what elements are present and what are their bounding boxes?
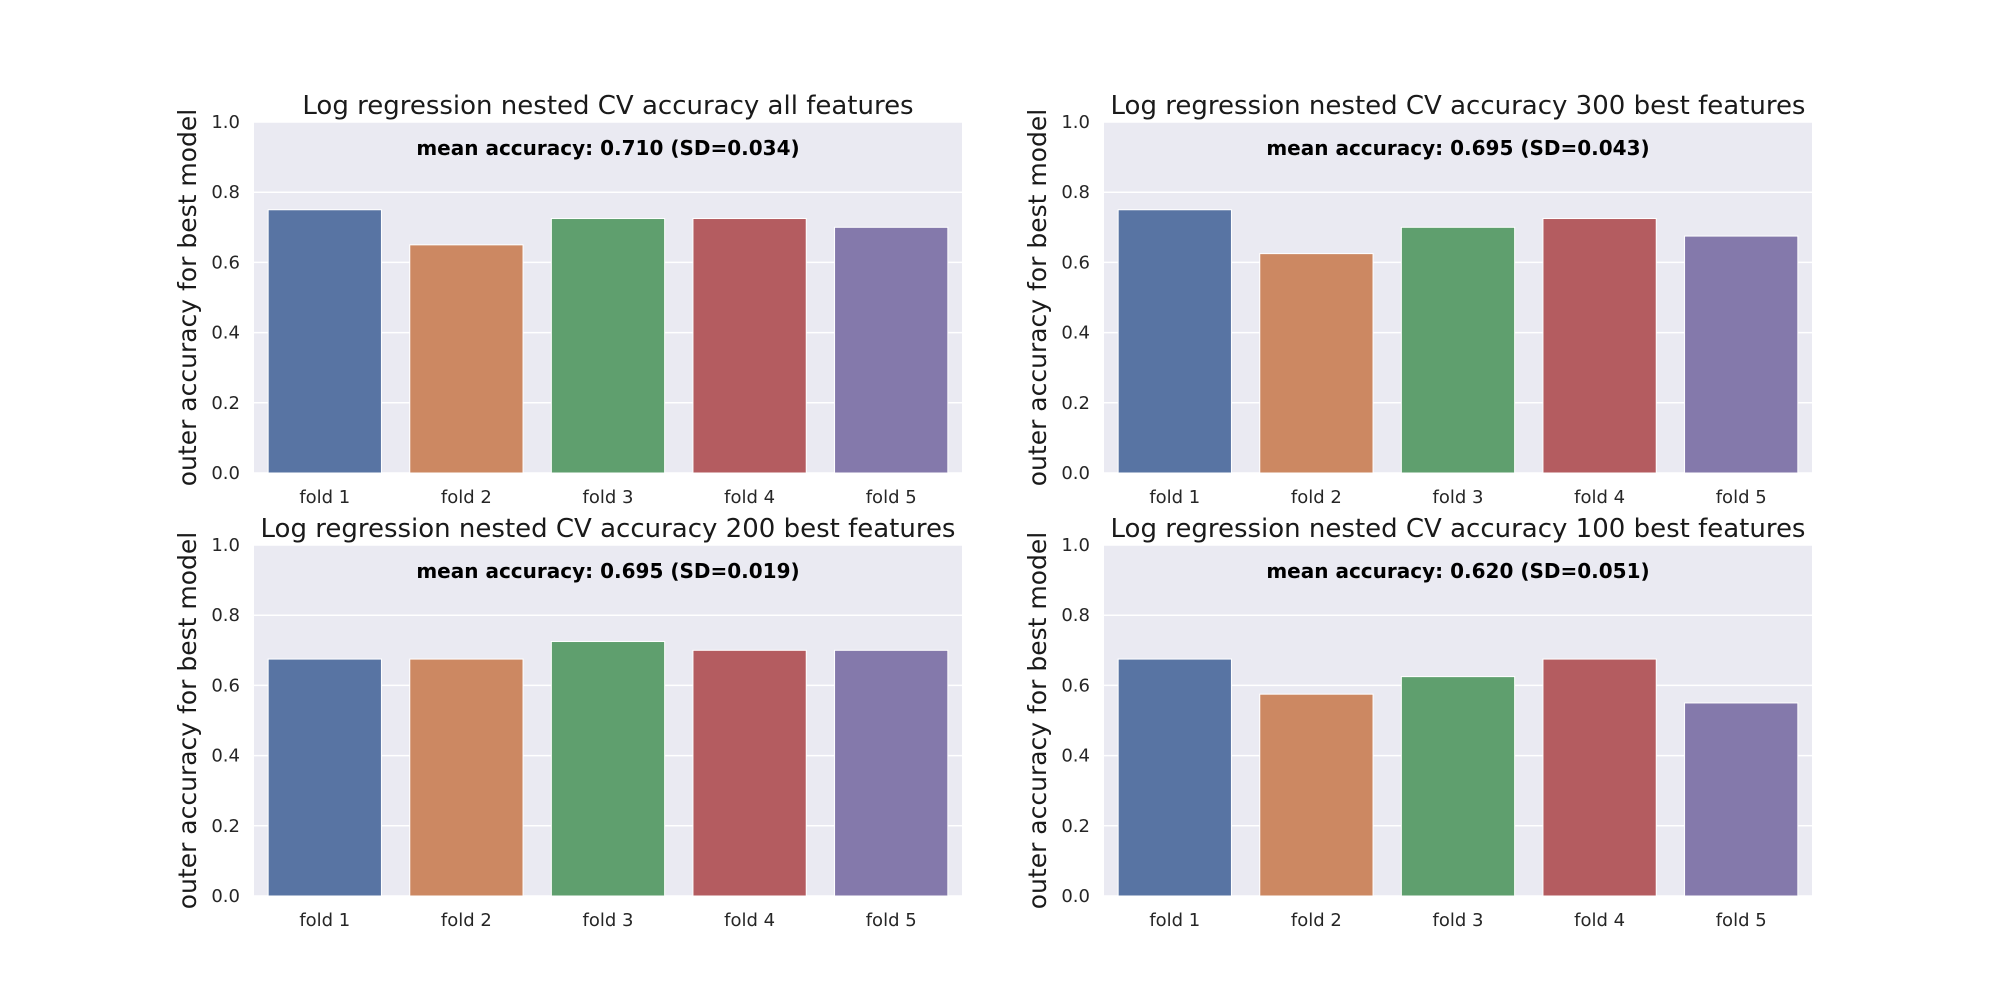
bar-fold-1	[267, 658, 382, 897]
bar-fold-5	[834, 649, 949, 897]
x-tick-label: fold 3	[583, 910, 634, 931]
bar-fold-3	[550, 641, 666, 897]
bar-fold-2	[1259, 693, 1374, 897]
x-tick-label: fold 5	[1716, 910, 1767, 931]
y-tick-label: 0.4	[211, 746, 240, 767]
chart-panel-1: 0.0 0.2 0.4 0.6 0.8 1.0 fold 1 fold 2 fold 3 fold…	[173, 91, 962, 508]
mean-accuracy-annotation: mean accuracy: 0.695 (SD=0.043)	[1266, 136, 1649, 160]
y-tick-label: 0.2	[1061, 816, 1090, 837]
x-tick-label: fold 3	[583, 487, 634, 508]
y-tick-label: 0.2	[211, 816, 240, 837]
y-tick-label: 0.0	[211, 463, 240, 484]
y-tick-label: 1.0	[211, 112, 240, 133]
y-axis-label: outer accuracy for best model	[173, 109, 202, 486]
bar-fold-4	[692, 218, 807, 474]
x-tick-label: fold 1	[1149, 487, 1200, 508]
x-tick-label: fold 3	[1433, 910, 1484, 931]
y-tick-label: 0.2	[1061, 393, 1090, 414]
bar-fold-1	[1117, 658, 1232, 897]
bar-fold-1	[1117, 209, 1232, 474]
x-tick-label: fold 5	[866, 487, 917, 508]
y-tick-label: 0.8	[211, 605, 240, 626]
y-tick-label: 1.0	[1061, 535, 1090, 556]
x-tick-label: fold 3	[1433, 487, 1484, 508]
bar-fold-5	[1684, 702, 1799, 897]
bar-fold-2	[1259, 253, 1374, 474]
y-tick-label: 0.4	[1061, 746, 1090, 767]
bar-fold-5	[1684, 235, 1799, 474]
y-tick-label: 0.0	[1061, 886, 1090, 907]
chart-title: Log regression nested CV accuracy all fe…	[302, 91, 913, 121]
bar-fold-4	[1542, 658, 1657, 897]
bar-fold-5	[834, 226, 949, 474]
x-tick-label: fold 5	[866, 910, 917, 931]
y-tick-label: 0.6	[211, 675, 240, 696]
y-tick-label: 0.8	[211, 182, 240, 203]
chart-title: Log regression nested CV accuracy 100 be…	[1111, 514, 1806, 544]
bar-fold-4	[1542, 218, 1657, 474]
x-tick-label: fold 2	[1291, 910, 1342, 931]
x-tick-label: fold 2	[1291, 487, 1342, 508]
x-tick-label: fold 4	[1574, 910, 1625, 931]
y-tick-label: 0.0	[211, 886, 240, 907]
y-axis-label: outer accuracy for best model	[1023, 532, 1052, 909]
x-tick-label: fold 4	[724, 910, 775, 931]
y-tick-label: 0.6	[1061, 675, 1090, 696]
chart-panel-4: 0.0 0.2 0.4 0.6 0.8 1.0 fold 1 fold 2 fold 3 fold…	[1023, 514, 1812, 931]
y-tick-label: 0.0	[1061, 463, 1090, 484]
y-axis-label: outer accuracy for best model	[1023, 109, 1052, 486]
bar-fold-1	[267, 209, 382, 474]
y-tick-label: 0.4	[211, 323, 240, 344]
y-tick-label: 0.8	[1061, 182, 1090, 203]
chart-title: Log regression nested CV accuracy 200 be…	[261, 514, 956, 544]
y-tick-label: 0.2	[211, 393, 240, 414]
y-tick-label: 1.0	[1061, 112, 1090, 133]
bar-fold-3	[1400, 226, 1516, 474]
bar-fold-2	[409, 658, 524, 897]
x-tick-label: fold 1	[299, 487, 350, 508]
y-tick-label: 0.6	[211, 252, 240, 273]
chart-panel-3: 0.0 0.2 0.4 0.6 0.8 1.0 fold 1 fold 2 fold 3 fold…	[173, 514, 962, 931]
x-tick-label: fold 5	[1716, 487, 1767, 508]
x-tick-label: fold 2	[441, 487, 492, 508]
bar-fold-2	[409, 244, 524, 474]
mean-accuracy-annotation: mean accuracy: 0.710 (SD=0.034)	[416, 136, 799, 160]
x-tick-label: fold 2	[441, 910, 492, 931]
bar-fold-3	[1400, 676, 1516, 897]
chart-title: Log regression nested CV accuracy 300 be…	[1111, 91, 1806, 121]
chart-panel-2: 0.0 0.2 0.4 0.6 0.8 1.0 fold 1 fold 2 fold 3 fold…	[1023, 91, 1812, 508]
x-tick-label: fold 1	[299, 910, 350, 931]
x-tick-label: fold 4	[1574, 487, 1625, 508]
y-tick-label: 0.6	[1061, 252, 1090, 273]
bar-fold-3	[550, 218, 666, 474]
y-tick-label: 0.4	[1061, 323, 1090, 344]
mean-accuracy-annotation: mean accuracy: 0.620 (SD=0.051)	[1266, 559, 1649, 583]
mean-accuracy-annotation: mean accuracy: 0.695 (SD=0.019)	[416, 559, 799, 583]
y-tick-label: 1.0	[211, 535, 240, 556]
x-tick-label: fold 4	[724, 487, 775, 508]
bar-fold-4	[692, 649, 807, 897]
y-tick-label: 0.8	[1061, 605, 1090, 626]
y-axis-label: outer accuracy for best model	[173, 532, 202, 909]
x-tick-label: fold 1	[1149, 910, 1200, 931]
